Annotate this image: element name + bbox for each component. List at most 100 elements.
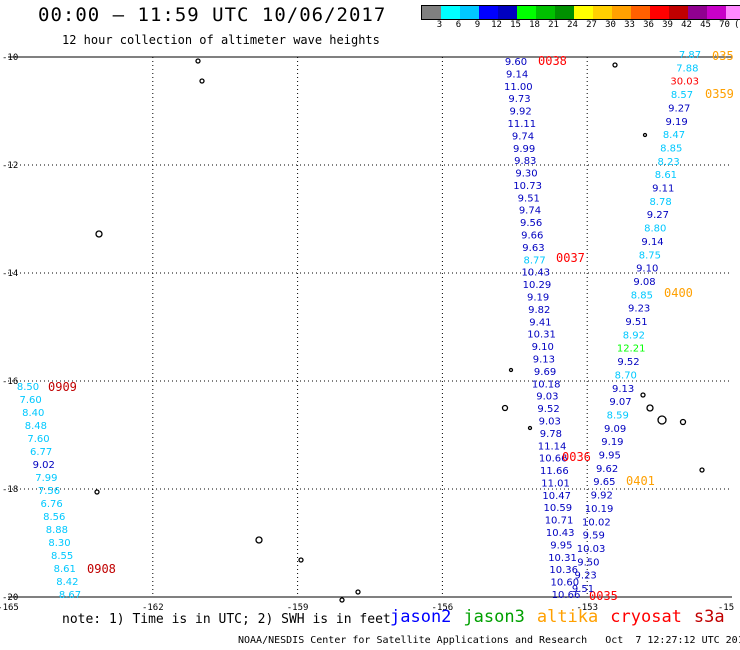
- wave-height-value: 9.52: [537, 404, 559, 415]
- wave-height-value: 9.11: [652, 184, 674, 195]
- wave-height-value: 9.65: [593, 477, 615, 488]
- wave-height-value: 9.03: [536, 392, 558, 403]
- wave-height-value: 9.19: [665, 117, 687, 128]
- wave-height-value: 9.30: [515, 169, 537, 180]
- wave-height-value: 10.59: [544, 503, 573, 514]
- pass-time-label: 0401: [626, 474, 655, 488]
- pass-time-label: 0035: [589, 589, 618, 603]
- color-swatch: [460, 6, 479, 19]
- wave-height-value: 10.66: [552, 590, 581, 601]
- color-scale-label: 12: [491, 20, 502, 30]
- color-scale-label: 70: [719, 20, 730, 30]
- wave-height-value: 9.59: [583, 531, 605, 542]
- wave-height-value: 7.56: [38, 486, 60, 497]
- x-tick-label: -162: [142, 603, 164, 613]
- color-swatch: [498, 6, 517, 19]
- color-swatch: [726, 6, 740, 19]
- wave-height-value: 9.27: [647, 210, 669, 221]
- x-tick-label: -153: [576, 603, 598, 613]
- wave-height-value: 9.13: [612, 384, 634, 395]
- wave-height-value: 9.52: [617, 357, 639, 368]
- color-swatch: [650, 6, 669, 19]
- wave-height-value: 9.73: [508, 94, 530, 105]
- color-scale-label: 9: [474, 20, 481, 30]
- color-swatch: [555, 6, 574, 19]
- wave-height-value: 8.42: [56, 577, 78, 588]
- wave-height-value: 9.02: [33, 460, 55, 471]
- wave-height-value: 9.78: [540, 429, 562, 440]
- wave-height-value: 8.61: [54, 564, 76, 575]
- island-outline: [339, 597, 345, 603]
- wave-height-value: 7.99: [35, 473, 57, 484]
- wave-height-value: 9.14: [506, 69, 528, 80]
- wave-height-value: 11.66: [540, 466, 569, 477]
- island-outline: [679, 418, 687, 426]
- satellite-legend: jason2 jason3 altika cryosat s3a: [390, 607, 737, 627]
- wave-height-value: 9.03: [539, 416, 561, 427]
- color-scale-label: 21: [548, 20, 559, 30]
- x-tick-label: -156: [432, 603, 454, 613]
- color-scale-label: 3: [436, 20, 443, 30]
- wave-height-value: 10.43: [521, 268, 550, 279]
- wave-height-value: 8.59: [607, 410, 629, 421]
- wave-height-value: 9.92: [510, 107, 532, 118]
- wave-height-value: 10.47: [542, 491, 571, 502]
- map-subtitle: 12 hour collection of altimeter wave hei…: [62, 33, 380, 47]
- wave-height-value: 9.51: [625, 317, 647, 328]
- pass-time-label: 0359: [705, 87, 734, 101]
- x-tick-label: -15: [718, 603, 734, 613]
- legend-entry-jason3: jason3: [463, 607, 525, 627]
- wave-height-value: 9.83: [514, 156, 536, 167]
- y-tick-label: -14: [2, 269, 18, 279]
- wave-height-value: 8.23: [657, 157, 679, 168]
- wave-height-value: 9.10: [636, 264, 658, 275]
- color-swatch: [479, 6, 498, 19]
- wave-height-value: 9.95: [550, 540, 572, 551]
- wave-height-value: 10.66: [539, 454, 568, 465]
- island-outline: [195, 58, 201, 64]
- wave-height-value: 7.87: [679, 50, 701, 61]
- y-tick-label: -18: [2, 485, 18, 495]
- wave-height-value: 9.27: [668, 103, 690, 114]
- wave-height-value: 12.21: [617, 344, 646, 355]
- color-swatch: [688, 6, 707, 19]
- wave-height-value: 9.74: [512, 131, 534, 142]
- wave-height-value: 9.99: [513, 144, 535, 155]
- wave-height-value: 9.62: [596, 464, 618, 475]
- wave-height-value: 8.85: [631, 290, 653, 301]
- island-outline: [94, 489, 100, 495]
- wave-height-value: 9.08: [633, 277, 655, 288]
- color-swatch: [593, 6, 612, 19]
- wave-height-value: 9.41: [529, 317, 551, 328]
- color-scale-label: 27: [586, 20, 597, 30]
- wave-height-value: 8.61: [655, 170, 677, 181]
- wave-height-value: 10.71: [545, 516, 574, 527]
- wave-height-value: 9.13: [533, 354, 555, 365]
- wave-height-value: 10.60: [551, 578, 580, 589]
- wave-height-value: 10.31: [527, 330, 556, 341]
- island-outline: [95, 230, 103, 238]
- wave-height-value: 11.00: [504, 82, 533, 93]
- wave-height-value: 9.95: [599, 451, 621, 462]
- wave-height-value: 9.10: [532, 342, 554, 353]
- pass-time-label: 0909: [48, 380, 77, 394]
- island-outline: [199, 78, 205, 84]
- wave-height-value: 10.18: [532, 379, 561, 390]
- wave-height-value: 8.30: [48, 538, 70, 549]
- wave-height-value: 9.60: [505, 57, 527, 68]
- credit-line: NOAA/NESDIS Center for Satellite Applica…: [238, 635, 740, 646]
- wave-height-value: 9.51: [572, 584, 594, 595]
- y-tick-label: -20: [2, 593, 18, 603]
- wave-height-value: 6.77: [30, 447, 52, 458]
- island-outline: [527, 425, 533, 431]
- wave-height-value: 8.40: [22, 408, 44, 419]
- island-outline: [612, 62, 618, 68]
- wave-height-value: 9.50: [577, 557, 599, 568]
- island-outline: [646, 404, 654, 412]
- wave-height-value: 9.82: [528, 305, 550, 316]
- pass-time-label: 0400: [664, 286, 693, 300]
- color-swatch: [612, 6, 631, 19]
- wave-height-value: 8.48: [25, 421, 47, 432]
- legend-entry-jason2: jason2: [390, 607, 452, 627]
- wave-height-value: 9.19: [601, 437, 623, 448]
